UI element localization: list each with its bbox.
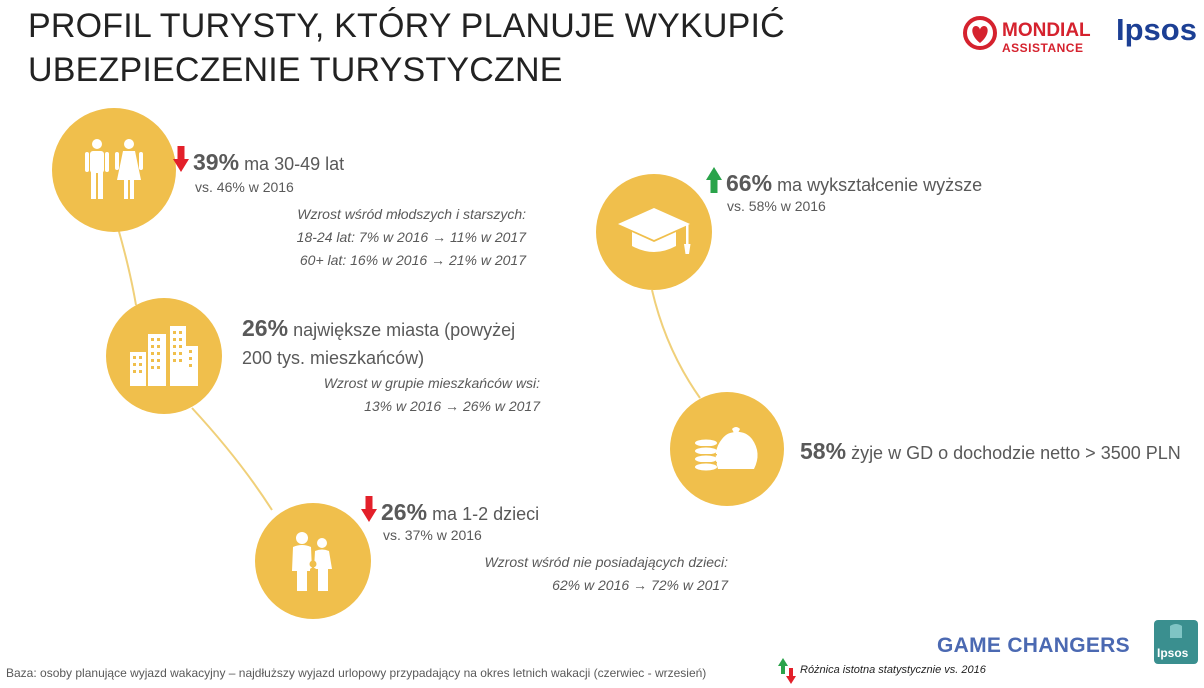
children-percent: 26%: [381, 499, 428, 525]
down-arrow-icon: [173, 146, 189, 172]
age-percent: 39%: [193, 149, 240, 175]
footer-base-note: Baza: osoby planujące wyjazd wakacyjny –…: [6, 666, 707, 680]
family-icon: [292, 532, 332, 591]
children-note-line1: Wzrost wśród nie posiadających dzieci:: [484, 554, 728, 570]
city-note: Wzrost w grupie mieszkańców wsi: 13% w 2…: [240, 372, 540, 418]
down-arrow-icon: [361, 496, 377, 522]
city-percent: 26%: [242, 315, 289, 341]
city-headline-line2: 200 tys. mieszkańców): [242, 348, 425, 368]
age-vs: vs. 46% w 2016: [195, 179, 294, 195]
children-vs: vs. 37% w 2016: [383, 527, 482, 543]
arrow-right-icon: →: [633, 577, 648, 593]
education-vs: vs. 58% w 2016: [727, 198, 826, 214]
connector-education-income: [651, 289, 701, 399]
children-circle: [255, 503, 371, 619]
mondial-logo-icon: [963, 16, 997, 50]
age-note-line2: 18-24 lat: 7% w 2016 → 11% w 2017: [296, 229, 526, 245]
city-note-line2: 13% w 2016 → 26% w 2017: [364, 398, 540, 414]
game-changers-logo: GAME CHANGERS: [937, 634, 1130, 657]
age-text: ma 30-49 lat: [244, 154, 345, 174]
age-note-line3: 60+ lat: 16% w 2016 → 21% w 2017: [299, 252, 526, 268]
footer-legend: Różnica istotna statystycznie vs. 2016: [800, 664, 986, 676]
arrow-right-icon: →: [431, 252, 446, 268]
children-note: Wzrost wśród nie posiadających dzieci: 6…: [428, 551, 728, 597]
mondial-logo-subtext: ASSISTANCE: [1002, 41, 1084, 55]
connector-city-children: [191, 407, 273, 511]
people-icon: [85, 139, 143, 199]
education-headline: 66% ma wykształcenie wyższe: [706, 167, 982, 197]
buildings-icon: [130, 326, 198, 386]
education-percent: 66%: [726, 170, 773, 196]
income-circle: [670, 392, 784, 506]
connector-age-city: [117, 227, 137, 306]
arrow-right-icon: →: [432, 229, 447, 245]
age-note-line1: Wzrost wśród młodszych i starszych:: [297, 206, 526, 222]
city-headline: 26% największe miasta (powyżej 200 tys. …: [242, 314, 515, 372]
age-headline: 39% ma 30-49 lat: [173, 146, 344, 176]
city-headline-line1: 26% największe miasta (powyżej: [242, 315, 516, 341]
mondial-logo-text: MONDIAL: [1002, 20, 1091, 41]
money-bag-icon: [695, 427, 758, 471]
ipsos-logo: Ipsos: [1116, 12, 1197, 47]
ipsos-badge-icon: [1170, 624, 1182, 638]
ipsos-badge-logo: [1154, 620, 1198, 664]
children-headline: 26% ma 1-2 dzieci: [361, 496, 539, 526]
children-note-line2: 62% w 2016 → 72% w 2017: [552, 577, 728, 593]
ipsos-badge-text: Ipsos: [1157, 646, 1189, 660]
income-text: żyje w GD o dochodzie netto > 3500 PLN: [851, 443, 1181, 463]
city-circle: [106, 298, 222, 414]
city-note-line1: Wzrost w grupie mieszkańców wsi:: [323, 375, 540, 391]
education-circle: [596, 174, 712, 290]
graduation-cap-icon: [618, 208, 691, 254]
education-text: ma wykształcenie wyższe: [777, 175, 983, 195]
arrow-right-icon: →: [445, 398, 460, 414]
children-text: ma 1-2 dzieci: [432, 504, 540, 524]
age-circle: [52, 108, 176, 232]
up-arrow-icon: [706, 167, 722, 193]
age-note: Wzrost wśród młodszych i starszych: 18-2…: [236, 203, 526, 272]
page-title: PROFIL TURYSTY, KTÓRY PLANUJE WYKUPIĆ UB…: [28, 7, 785, 89]
significance-arrows-icon: [778, 658, 796, 684]
income-percent: 58%: [800, 438, 847, 464]
income-headline: 58% żyje w GD o dochodzie netto > 3500 P…: [800, 438, 1181, 465]
